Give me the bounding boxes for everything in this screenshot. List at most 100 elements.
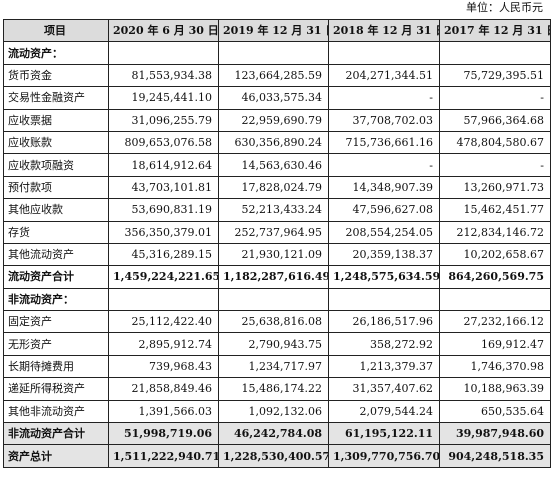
cell-value: 1,309,770,756.70 [328, 444, 440, 468]
cell-value: 10,202,658.67 [439, 242, 551, 267]
cell-value: 2,790,943.75 [218, 332, 329, 356]
cell-value: 252,737,964.95 [218, 220, 329, 244]
cell-value: 47,596,627.08 [328, 198, 440, 222]
cell-value: 46,242,784.08 [218, 422, 329, 446]
row-label: 存货 [3, 220, 109, 244]
cell-value: 208,554,254.05 [328, 220, 440, 244]
cell-value: 1,746,370.98 [439, 354, 551, 379]
cell-value: 52,213,433.24 [218, 198, 329, 222]
table-row: 其他应收款 53,690,831.19 52,213,433.24 47,596,62… [3, 198, 551, 222]
cell-value: 75,729,395.51 [439, 63, 551, 88]
cell-value: 204,271,344.51 [328, 63, 440, 88]
row-label: 非流动资产： [3, 287, 109, 312]
row-label: 其他非流动资产 [3, 399, 109, 424]
row-label: 其他流动资产 [3, 242, 109, 267]
section-header-row: 流动资产： [3, 41, 551, 65]
cell-value: 739,968.43 [108, 354, 219, 379]
cell-value: - [328, 153, 440, 177]
cell-value: 17,828,024.79 [218, 175, 329, 200]
cell-value: 1,511,222,940.71 [108, 444, 219, 468]
cell-value: - [439, 153, 551, 177]
cell-value [328, 287, 440, 312]
cell-value: 39,987,948.60 [439, 422, 551, 446]
total-row: 流动资产合计 1,459,224,221.65 1,182,287,616.49 1,… [3, 265, 551, 289]
cell-value: 1,092,132.06 [218, 399, 329, 424]
row-label: 非流动资产合计 [3, 422, 109, 446]
table-row: 长期待摊费用 739,968.43 1,234,717.97 1,213,379.37… [3, 354, 551, 379]
row-label: 无形资产 [3, 332, 109, 356]
cell-value: 123,664,285.59 [218, 63, 329, 88]
cell-value: 26,186,517.96 [328, 310, 440, 334]
row-label: 货币资金 [3, 63, 109, 88]
cell-value [328, 41, 440, 65]
table-row: 固定资产 25,112,422.40 25,638,816.08 26,186,517… [3, 310, 551, 334]
row-label: 长期待摊费用 [3, 354, 109, 379]
cell-value: 809,653,076.58 [108, 130, 219, 155]
cell-value: 15,486,174.22 [218, 377, 329, 401]
row-label: 固定资产 [3, 310, 109, 334]
cell-value: 19,245,441.10 [108, 86, 219, 110]
cell-value: 53,690,831.19 [108, 198, 219, 222]
cell-value: 1,248,575,634.59 [328, 265, 440, 289]
cell-value: 21,858,849.46 [108, 377, 219, 401]
cell-value: 31,357,407.62 [328, 377, 440, 401]
cell-value: 25,112,422.40 [108, 310, 219, 334]
cell-value [218, 287, 329, 312]
section-header-row: 非流动资产： [3, 287, 551, 312]
cell-value: 650,535.64 [439, 399, 551, 424]
cell-value: 1,234,717.97 [218, 354, 329, 379]
cell-value: 1,213,379.37 [328, 354, 440, 379]
cell-value: 81,553,934.38 [108, 63, 219, 88]
row-label: 应收账款 [3, 130, 109, 155]
cell-value: 31,096,255.79 [108, 108, 219, 132]
row-label: 流动资产： [3, 41, 109, 65]
cell-value: 356,350,379.01 [108, 220, 219, 244]
cell-value: 212,834,146.72 [439, 220, 551, 244]
cell-value: 1,391,566.03 [108, 399, 219, 424]
cell-value: 904,248,518.35 [439, 444, 551, 468]
cell-value: 1,459,224,221.65 [108, 265, 219, 289]
cell-value: 1,182,287,616.49 [218, 265, 329, 289]
cell-value: 18,614,912.64 [108, 153, 219, 177]
cell-value: 14,348,907.39 [328, 175, 440, 200]
total-row: 资产总计 1,511,222,940.71 1,228,530,400.57 1,30… [3, 444, 551, 468]
row-label: 流动资产合计 [3, 265, 109, 289]
table-row: 预付款项 43,703,101.81 17,828,024.79 14,348,907… [3, 175, 551, 200]
column-header-2018-12-31: 2018 年 12 月 31 日 [328, 18, 440, 43]
row-label: 交易性金融资产 [3, 86, 109, 110]
table-row: 应收款项融资 18,614,912.64 14,563,630.46- - [3, 153, 551, 177]
balance-sheet-table: 项目 2020 年 6 月 30 日 2019 年 12 月 31 日 2018… [3, 18, 551, 468]
cell-value: 1,228,530,400.57 [218, 444, 329, 468]
cell-value: 25,638,816.08 [218, 310, 329, 334]
total-row: 非流动资产合计 51,998,719.06 46,242,784.08 61,195,… [3, 422, 551, 446]
cell-value: 2,079,544.24 [328, 399, 440, 424]
cell-value: 13,260,971.73 [439, 175, 551, 200]
cell-value: 15,462,451.77 [439, 198, 551, 222]
table-row: 交易性金融资产 19,245,441.10 46,033,575.34- - [3, 86, 551, 110]
cell-value [218, 41, 329, 65]
cell-value [439, 41, 551, 65]
row-label: 预付款项 [3, 175, 109, 200]
table-row: 其他非流动资产 1,391,566.03 1,092,132.06 2,079,544… [3, 399, 551, 424]
cell-value: 630,356,890.24 [218, 130, 329, 155]
cell-value: - [439, 86, 551, 110]
cell-value: 2,895,912.74 [108, 332, 219, 356]
cell-value: 715,736,661.16 [328, 130, 440, 155]
cell-value [108, 287, 219, 312]
cell-value: 43,703,101.81 [108, 175, 219, 200]
table-row: 无形资产 2,895,912.74 2,790,943.75 358,272.92 16… [3, 332, 551, 356]
cell-value: 22,959,690.79 [218, 108, 329, 132]
table-row: 应收票据 31,096,255.79 22,959,690.79 37,708,702… [3, 108, 551, 132]
column-header-2017-12-31: 2017 年 12 月 31 日 [439, 18, 551, 43]
cell-value: - [328, 86, 440, 110]
table-row: 应收账款 809,653,076.58 630,356,890.24 715,736,… [3, 130, 551, 155]
table-row: 货币资金 81,553,934.38 123,664,285.59 204,271,3… [3, 63, 551, 88]
cell-value [108, 41, 219, 65]
cell-value: 27,232,166.12 [439, 310, 551, 334]
cell-value: 37,708,702.03 [328, 108, 440, 132]
row-label: 资产总计 [3, 444, 109, 468]
table-row: 存货 356,350,379.01 252,737,964.95 208,554,25… [3, 220, 551, 244]
cell-value: 21,930,121.09 [218, 242, 329, 267]
cell-value: 864,260,569.75 [439, 265, 551, 289]
cell-value: 14,563,630.46 [218, 153, 329, 177]
